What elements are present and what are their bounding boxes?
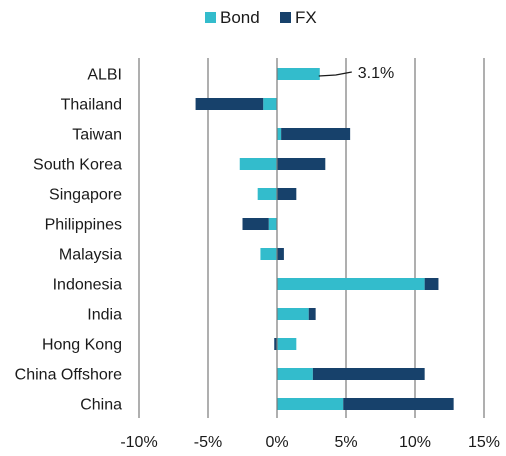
category-labels: ALBI Thailand Taiwan South Korea Singapore Ph… xyxy=(15,67,122,414)
bar-philippines-bond xyxy=(268,218,277,230)
bar-taiwan-bond xyxy=(277,128,282,140)
bars xyxy=(195,68,454,410)
x-tick-label: 15% xyxy=(468,434,500,451)
bar-south-korea-fx xyxy=(277,158,326,170)
annotation-label: 3.1% xyxy=(358,65,394,82)
bar-philippines-fx xyxy=(242,218,269,230)
annotations: 3.1% xyxy=(318,65,394,82)
bar-singapore-bond xyxy=(257,188,277,200)
category-label-singapore: Singapore xyxy=(49,187,122,204)
bar-taiwan-fx xyxy=(281,128,351,140)
bar-malaysia-fx xyxy=(277,248,284,260)
bar-india-bond xyxy=(277,308,309,320)
gridlines xyxy=(138,58,485,418)
bar-india-fx xyxy=(308,308,316,320)
x-tick-label: 0% xyxy=(265,434,288,451)
category-label-hong-kong: Hong Kong xyxy=(42,337,122,354)
category-label-malaysia: Malaysia xyxy=(59,247,122,264)
bar-thailand-bond xyxy=(263,98,277,110)
legend-swatch-bond xyxy=(205,12,216,23)
x-tick-label: -5% xyxy=(194,434,222,451)
bar-singapore-fx xyxy=(277,188,297,200)
bar-malaysia-bond xyxy=(260,248,277,260)
bar-albi-bond xyxy=(277,68,320,80)
category-label-thailand: Thailand xyxy=(61,97,122,114)
bar-indonesia-fx xyxy=(424,278,439,290)
category-label-taiwan: Taiwan xyxy=(72,127,122,144)
legend-label-bond: Bond xyxy=(220,8,260,27)
annotation-leader-line xyxy=(318,71,352,77)
bar-south-korea-bond xyxy=(239,158,277,170)
bar-china-fx xyxy=(343,398,454,410)
x-tick-label: 5% xyxy=(334,434,357,451)
legend-swatch-fx xyxy=(280,12,291,23)
bar-hong-kong-bond xyxy=(277,338,297,350)
legend: Bond FX xyxy=(205,8,317,27)
bar-indonesia-bond xyxy=(277,278,425,290)
bar-china-offshore-bond xyxy=(277,368,313,380)
category-label-philippines: Philippines xyxy=(45,217,122,234)
category-label-albi: ALBI xyxy=(87,67,122,84)
category-label-china: China xyxy=(80,397,122,414)
bar-hong-kong-fx xyxy=(274,338,277,350)
x-tick-label: -10% xyxy=(120,434,157,451)
category-label-india: India xyxy=(87,307,122,324)
x-tick-label: 10% xyxy=(399,434,431,451)
legend-label-fx: FX xyxy=(295,8,317,27)
bar-china-bond xyxy=(277,398,344,410)
category-label-indonesia: Indonesia xyxy=(53,277,122,294)
bar-thailand-fx xyxy=(195,98,264,110)
category-label-south-korea: South Korea xyxy=(33,157,122,174)
bar-china-offshore-fx xyxy=(312,368,425,380)
axes: -10% -5% 0% 5% 10% 15% xyxy=(120,58,500,451)
category-label-china-offshore: China Offshore xyxy=(15,367,122,384)
